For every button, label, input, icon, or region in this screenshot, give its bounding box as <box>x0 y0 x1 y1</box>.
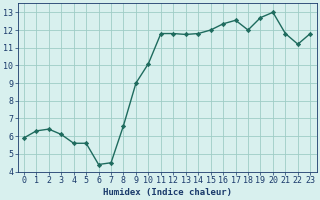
X-axis label: Humidex (Indice chaleur): Humidex (Indice chaleur) <box>103 188 232 197</box>
